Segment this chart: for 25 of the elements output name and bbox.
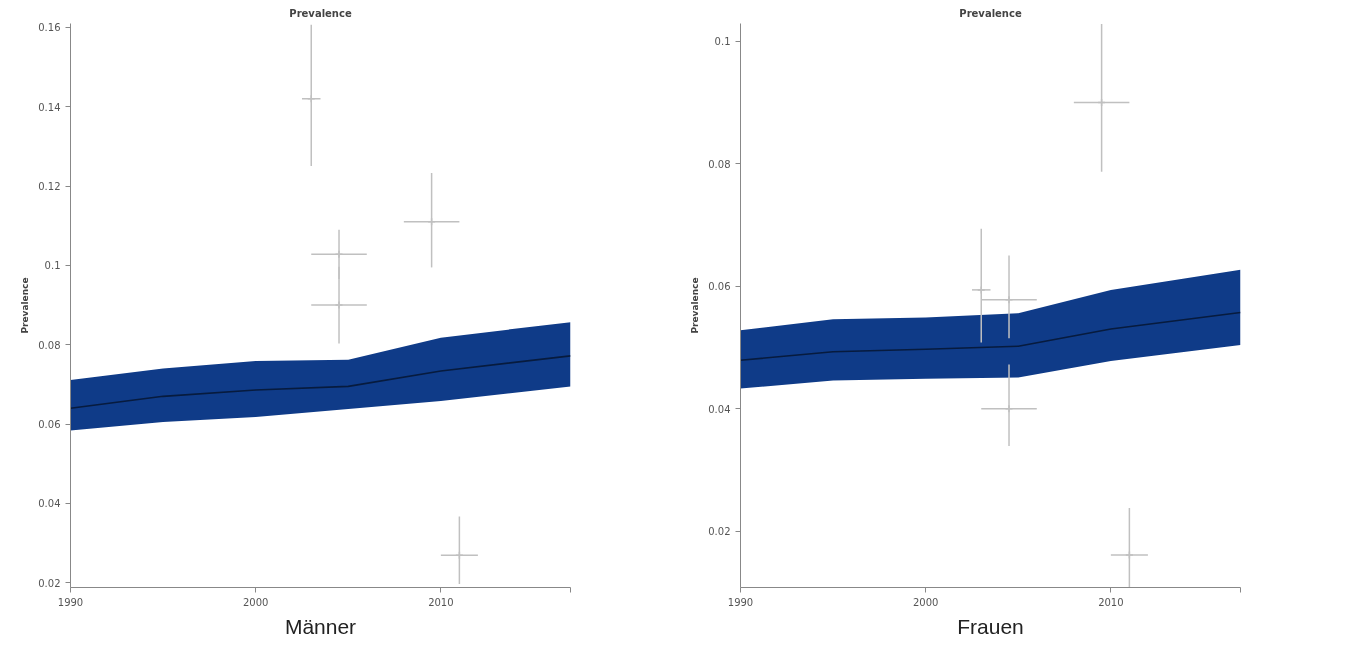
x-tick-label: 1990	[57, 596, 84, 608]
x-axis-title: Frauen	[957, 614, 1024, 638]
chart-title: Prevalence	[959, 7, 1022, 19]
y-axis-title: Prevalence	[20, 277, 31, 334]
y-tick-label: 0.14	[38, 101, 61, 113]
y-tick-label: 0.08	[708, 158, 731, 170]
y-tick-label: 0.1	[714, 36, 731, 48]
y-tick-label: 0.08	[38, 339, 61, 351]
y-tick-label: 0.06	[38, 419, 61, 431]
y-tick-label: 0.04	[708, 403, 731, 415]
x-tick-label: 2010	[428, 596, 454, 608]
x-tick-label: 1990	[727, 596, 754, 608]
x-tick-label: 2000	[242, 596, 269, 608]
x-tick-label: 2010	[1098, 596, 1124, 608]
chart-title: Prevalence	[289, 7, 352, 19]
y-tick-label: 0.12	[38, 181, 61, 193]
y-tick-label: 0.02	[708, 526, 731, 538]
x-axis-title: Männer	[284, 614, 357, 638]
y-tick-label: 0.04	[38, 498, 61, 510]
y-tick-label: 0.06	[708, 281, 731, 293]
x-tick-label: 2000	[912, 596, 939, 608]
y-tick-label: 0.02	[38, 577, 61, 589]
y-tick-label: 0.1	[44, 260, 61, 272]
y-axis-title: Prevalence	[690, 277, 701, 334]
y-tick-label: 0.16	[38, 22, 61, 34]
